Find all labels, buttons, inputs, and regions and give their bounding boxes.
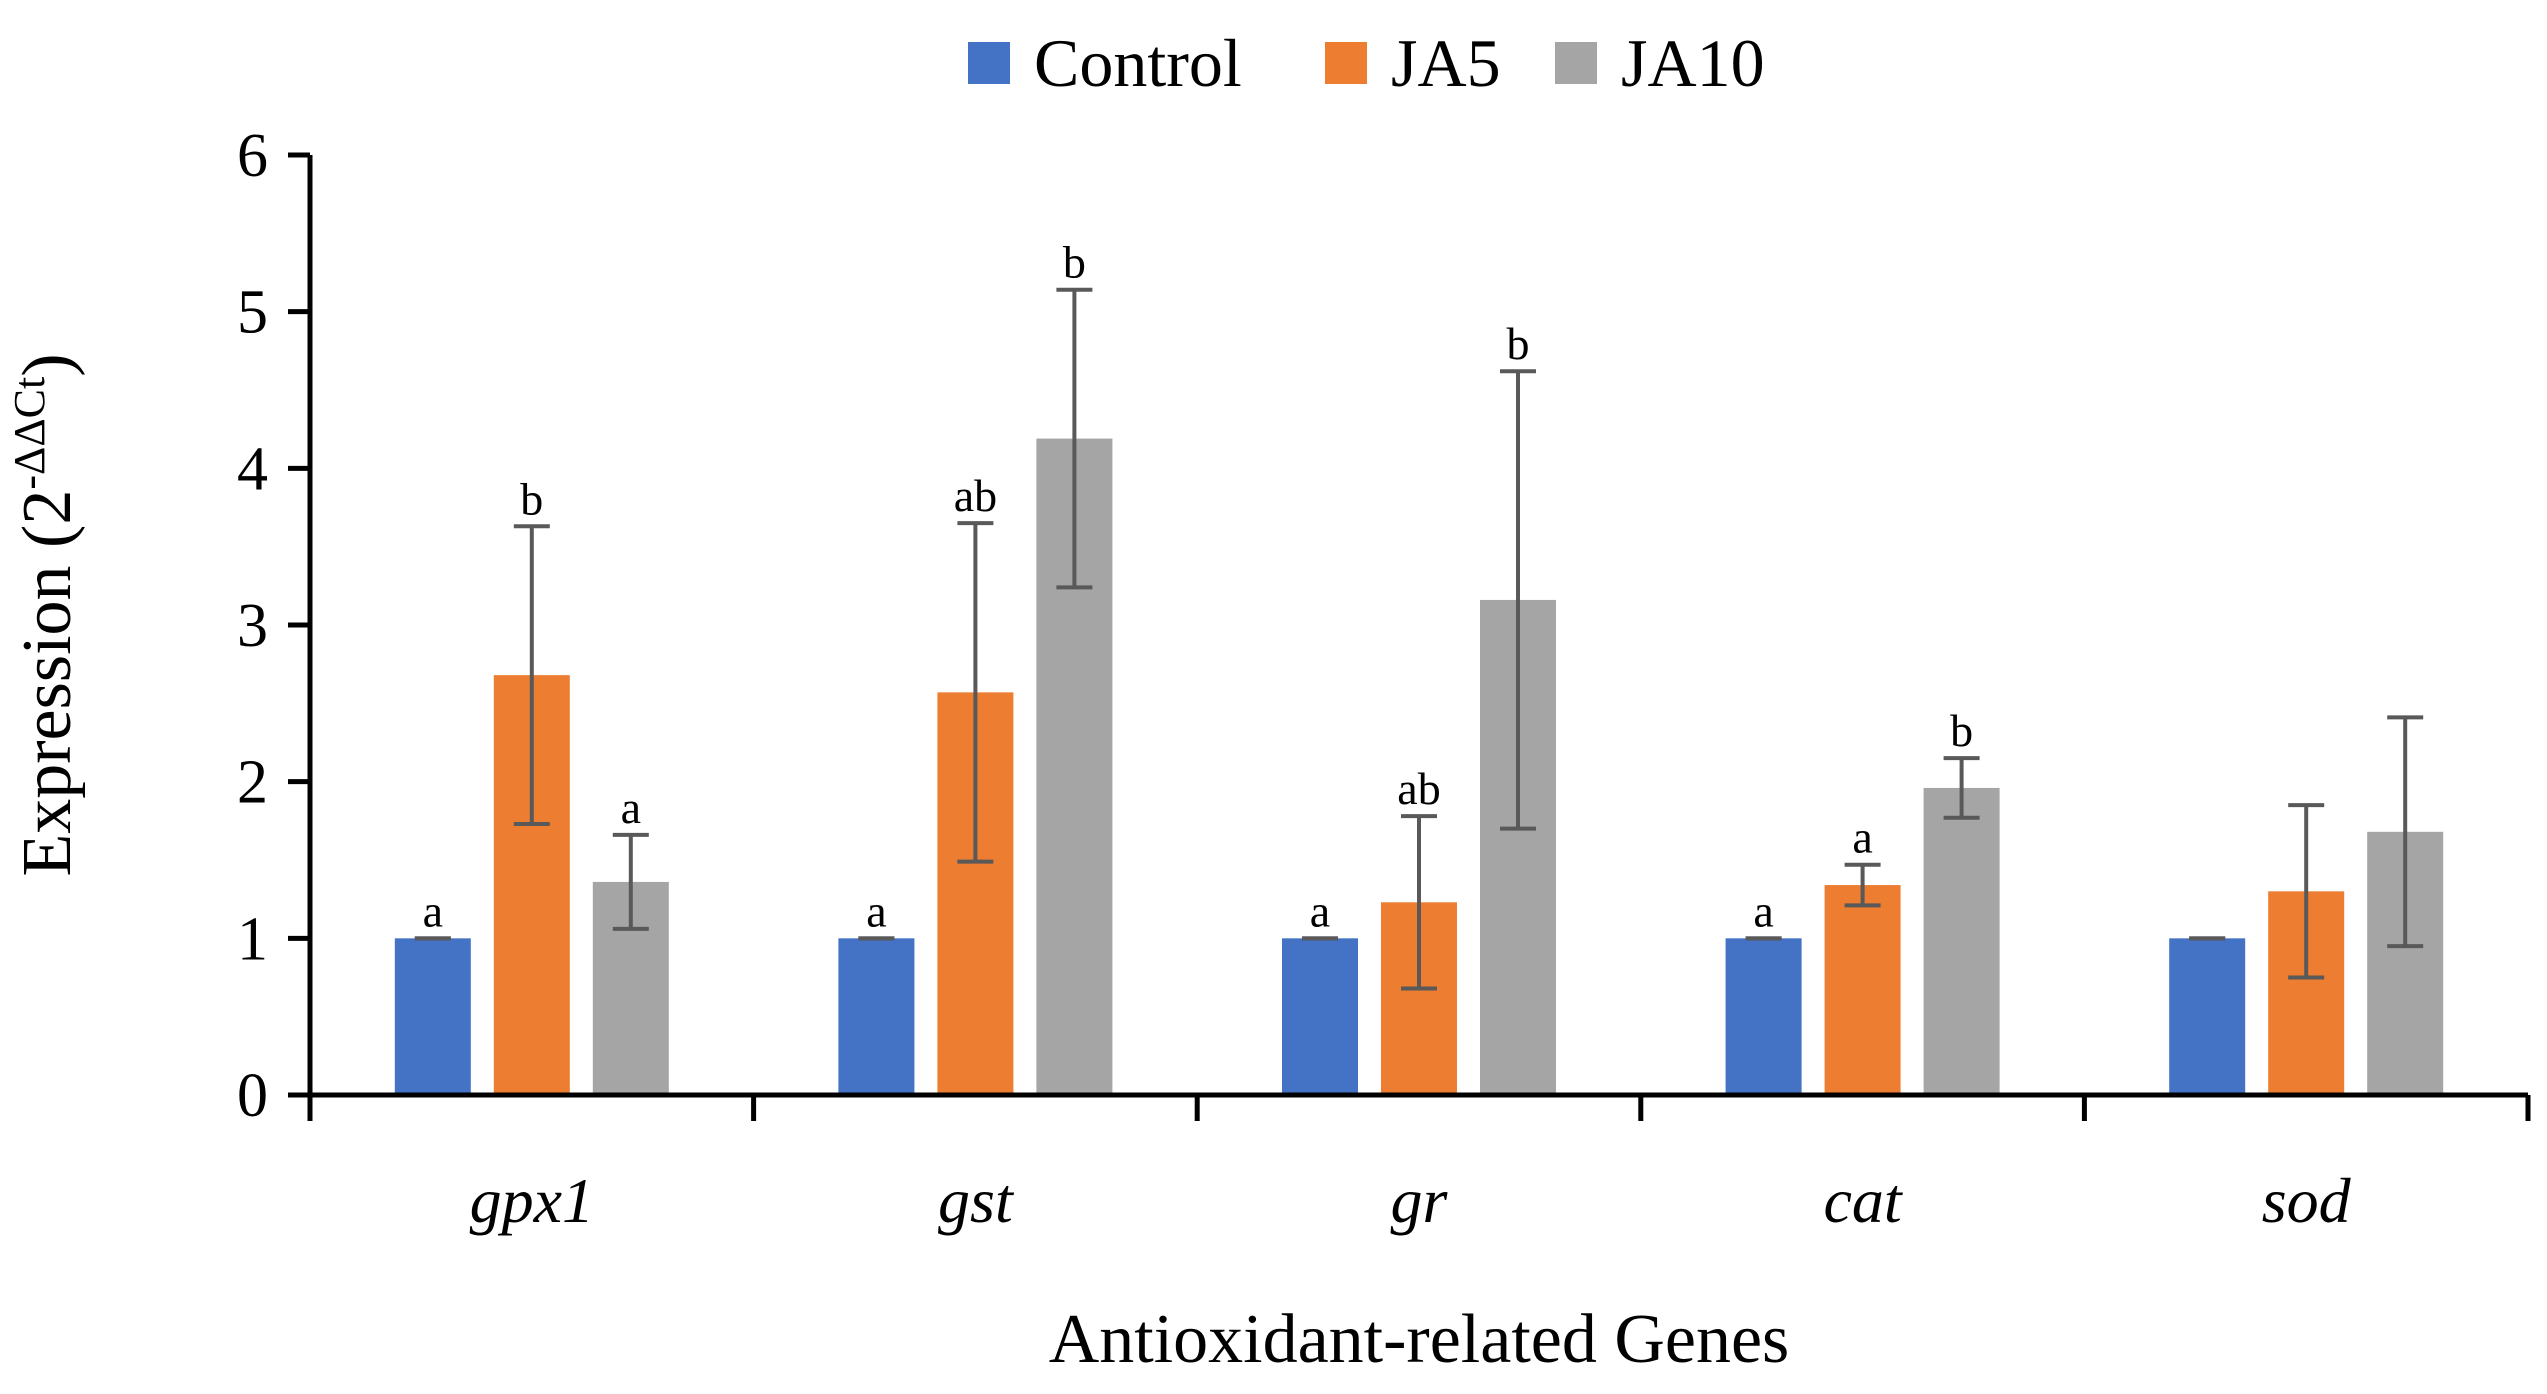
bar-JA10-cat: [1923, 787, 2000, 1095]
y-tick-label: 3: [237, 592, 268, 660]
x-ticks: gpx1 gst gr cat sod: [307, 1095, 2531, 1236]
bars: [394, 438, 2444, 1096]
bar-Control-sod: [2169, 938, 2246, 1095]
y-tick-label: 5: [237, 279, 268, 347]
category-label-gst: gst: [938, 1165, 1015, 1236]
y-axis-title-close: ): [9, 353, 86, 376]
legend-label-JA5: JA5: [1391, 25, 1501, 101]
significance-label-Control-gpx1: a: [423, 885, 443, 936]
y-axis-title-main: Expression (2: [9, 490, 86, 877]
category-label-gpx1: gpx1: [470, 1165, 594, 1236]
significance-label-Control-gst: a: [866, 885, 886, 936]
significance-label-JA10-gpx1: a: [621, 782, 641, 833]
y-tick-label: 2: [237, 749, 268, 817]
significance-label-JA10-gst: b: [1063, 237, 1086, 288]
error-bars: [414, 287, 2424, 991]
y-tick-label: 1: [237, 905, 268, 973]
bar-Control-gr: [1282, 938, 1358, 1095]
y-ticks: 0 1 2 3 4 5 6: [237, 122, 310, 1130]
x-axis-title: Antioxidant-related Genes: [1049, 1301, 1790, 1378]
bar-Control-gpx1: [394, 938, 471, 1095]
significance-label-Control-cat: a: [1753, 885, 1773, 936]
category-label-sod: sod: [2262, 1165, 2352, 1236]
significance-label-JA5-cat: a: [1852, 812, 1872, 863]
legend-label-Control: Control: [1034, 25, 1242, 101]
y-tick-label: 4: [237, 435, 268, 503]
category-label-cat: cat: [1824, 1165, 1904, 1236]
y-tick-label: 0: [237, 1062, 268, 1130]
significance-label-JA5-gst: ab: [954, 470, 997, 521]
y-axis-title: Expression (2-ΔΔCt): [5, 353, 86, 876]
bar-JA5-cat: [1824, 885, 1901, 1095]
significance-label-JA10-cat: b: [1950, 705, 1973, 756]
significance-label-Control-gr: a: [1310, 885, 1330, 936]
significance-label-JA5-gr: ab: [1397, 763, 1440, 814]
legend-swatch-Control: [968, 42, 1010, 84]
significance-label-JA10-gr: b: [1507, 318, 1530, 369]
y-tick-label: 6: [237, 122, 268, 190]
legend-swatch-JA10: [1555, 42, 1597, 84]
significance-label-JA5-gpx1: b: [520, 473, 543, 524]
y-axis-title-superscript: -ΔΔCt: [5, 377, 54, 490]
bar-Control-cat: [1725, 938, 1802, 1095]
legend: Control JA5 JA10: [968, 25, 1765, 101]
category-label-gr: gr: [1391, 1165, 1449, 1236]
legend-label-JA10: JA10: [1621, 25, 1765, 101]
legend-swatch-JA5: [1325, 42, 1367, 84]
bar-Control-gst: [838, 938, 915, 1095]
